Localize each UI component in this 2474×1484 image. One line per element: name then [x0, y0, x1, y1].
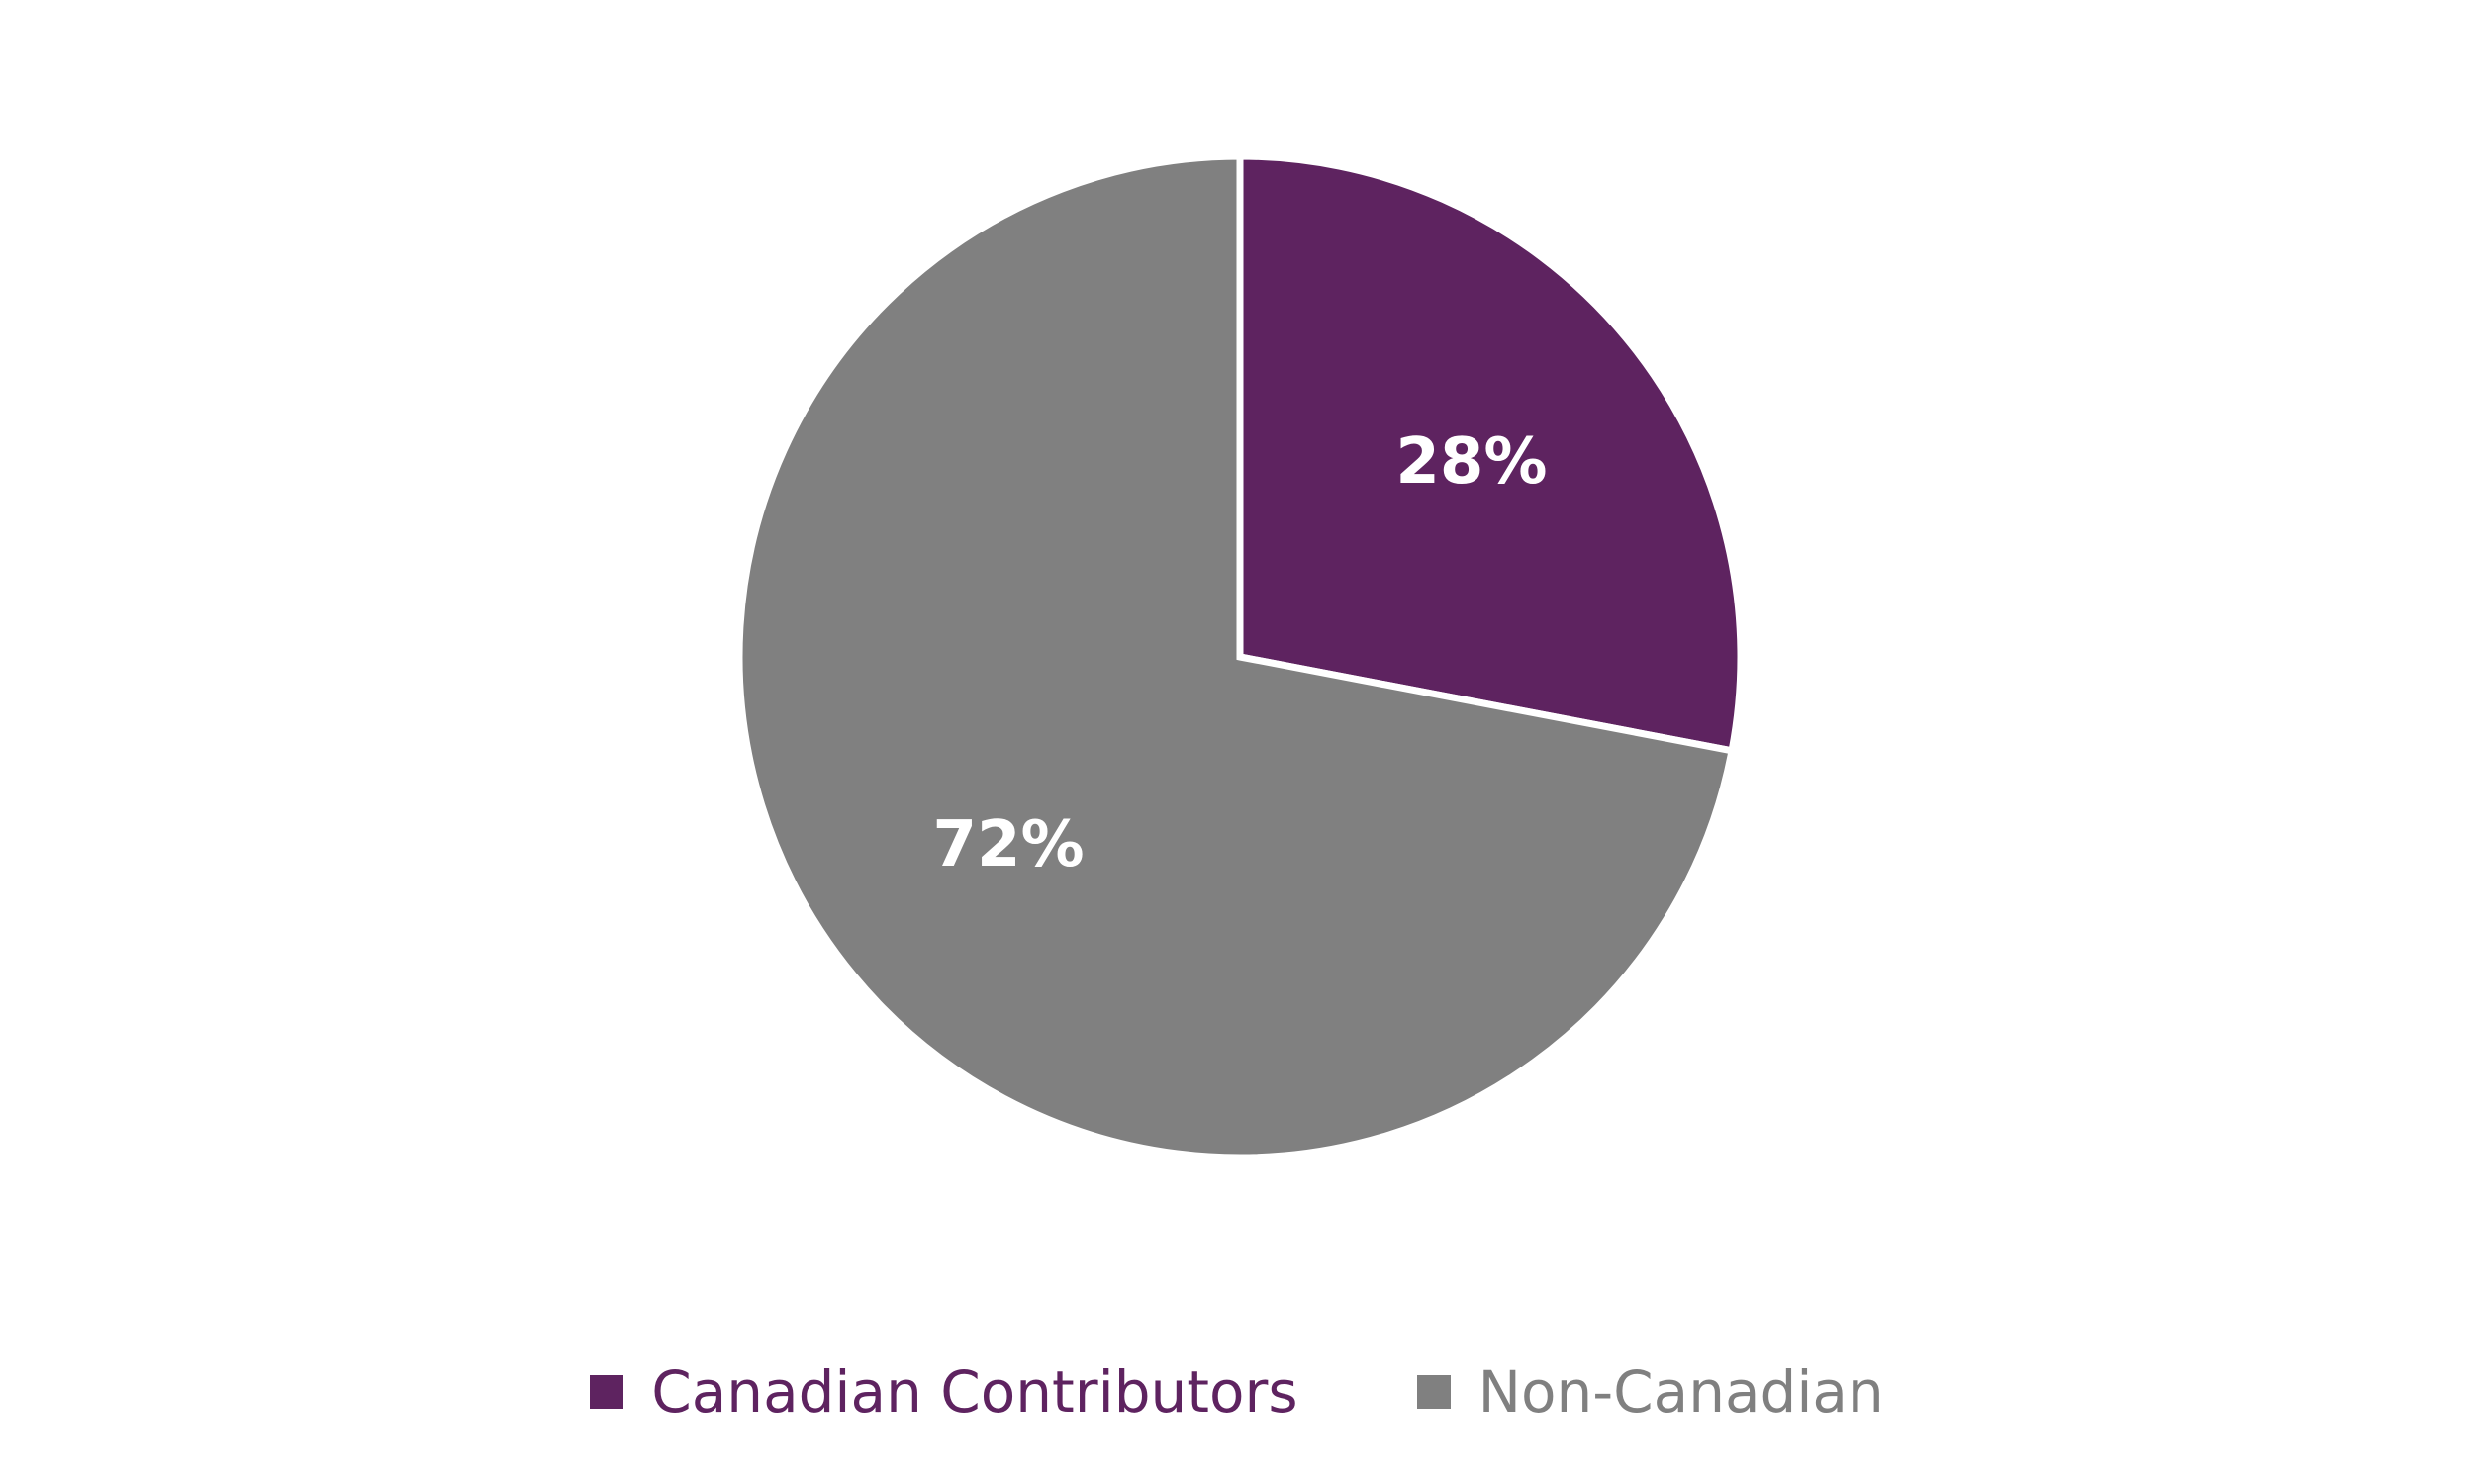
data-label-non-canadian: 72% [932, 808, 1084, 881]
pie-slice-non-canadian [735, 152, 1737, 1161]
pie-slices [735, 152, 1745, 1161]
legend-item-non-canadian: Non-Canadian [1416, 1358, 1884, 1426]
pie-data-labels: 28% 72% [932, 425, 1547, 881]
legend-swatch-canadian-contributors [590, 1375, 624, 1409]
pie-slice-canadian-contributors [1236, 152, 1745, 755]
legend: Canadian Contributors Non-Canadian [0, 1347, 2474, 1437]
legend-label-canadian-contributors: Canadian Contributors [651, 1358, 1298, 1426]
legend-swatch-non-canadian [1416, 1375, 1451, 1409]
data-label-canadian-contributors: 28% [1395, 425, 1547, 499]
legend-label-non-canadian: Non-Canadian [1477, 1358, 1884, 1426]
legend-item-canadian-contributors: Canadian Contributors [590, 1358, 1298, 1426]
